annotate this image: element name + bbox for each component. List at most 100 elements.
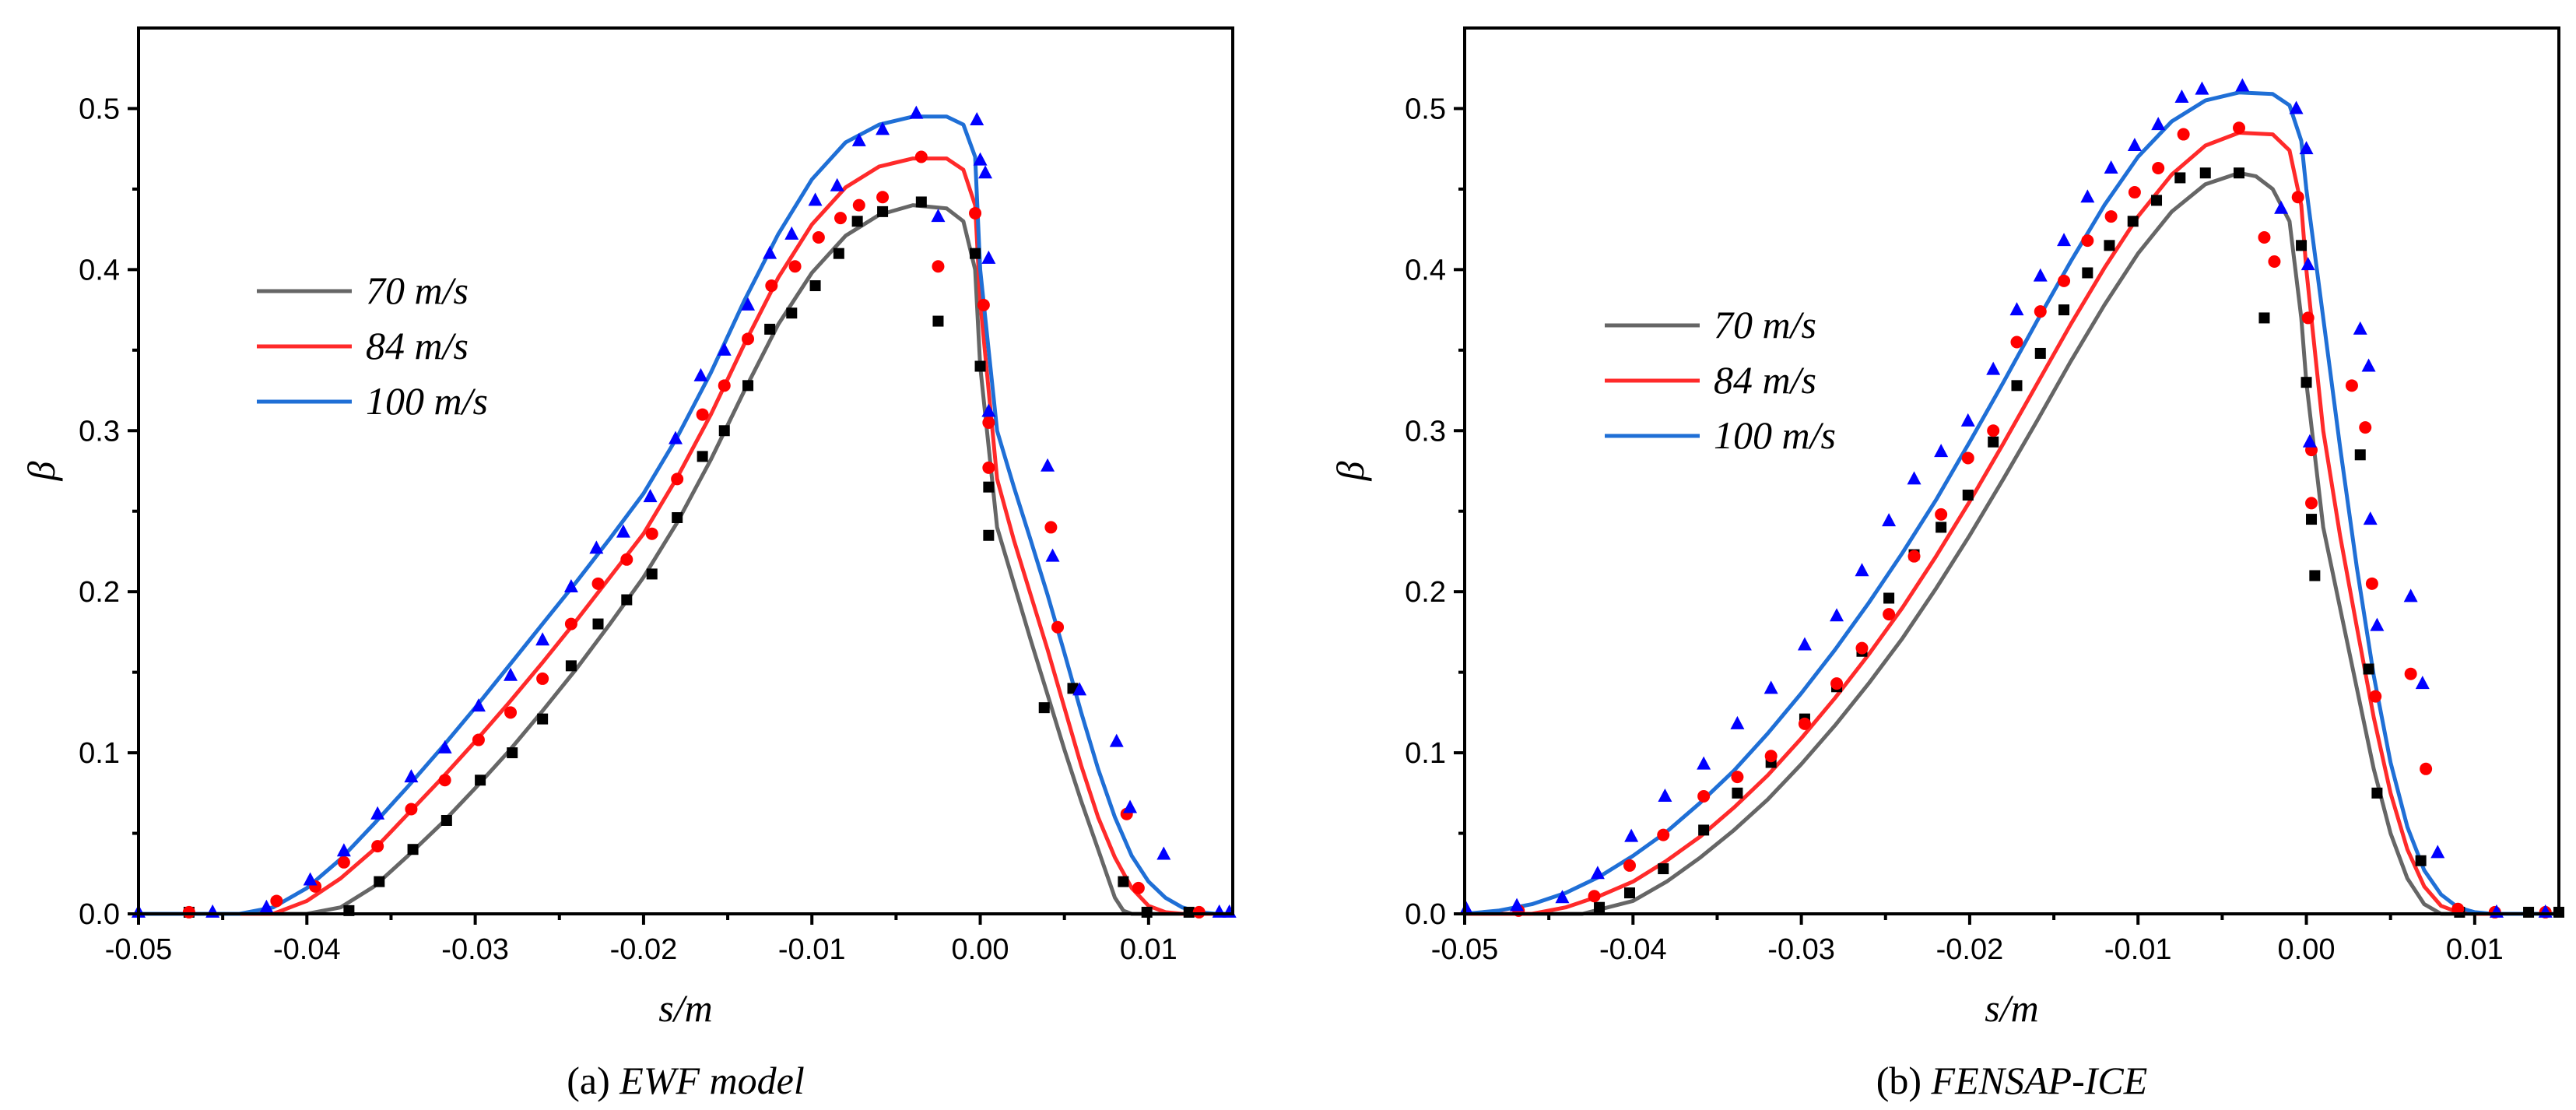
panel-a-legend-label-84: 84 m/s	[366, 324, 469, 367]
panel-b-point-84-m-s-data	[1657, 828, 1670, 841]
panel-a-x-tick-label: -0.02	[610, 933, 678, 966]
panel-b-point-84-m-s-data	[1798, 717, 1811, 730]
panel-b-point-100-m-s-data	[2274, 200, 2289, 214]
panel-b-point-84-m-s-data	[2345, 379, 2358, 392]
panel-a-point-84-m-s-data	[405, 803, 418, 816]
panel-a-plot-frame	[137, 26, 1234, 915]
panel-b-point-70-m-s-data	[2363, 663, 2374, 675]
panel-a-point-70-m-s-data	[970, 248, 981, 259]
panel-a-point-70-m-s-data	[983, 481, 995, 493]
panel-a-point-100-m-s-data	[909, 105, 924, 119]
panel-b-point-84-m-s-data	[1623, 859, 1636, 872]
panel-b-point-84-m-s-data	[1935, 508, 1948, 521]
panel-b-y-tick-label: 0.4	[1405, 254, 1446, 286]
panel-a-point-70-m-s-data	[915, 196, 927, 208]
panel-a-point-84-m-s-data	[982, 416, 995, 429]
panel-a-series-line-100-m-s	[139, 114, 1233, 916]
panel-b-point-84-m-s-data	[2291, 191, 2304, 204]
panel-a-point-100-m-s-data	[205, 904, 220, 918]
panel-a-caption: (a) EWF model	[567, 1059, 804, 1102]
panel-b-point-100-m-s-data	[2403, 588, 2418, 602]
panel-a-point-70-m-s-data	[1118, 876, 1129, 887]
panel-a-point-70-m-s-data	[1183, 906, 1195, 918]
panel-b-point-100-m-s-data	[1658, 788, 1672, 802]
panel-b-legend-label-70: 70 m/s	[1714, 303, 1816, 346]
panel-b-point-84-m-s-data	[1588, 890, 1601, 903]
panel-a-point-100-m-s-data	[589, 540, 604, 554]
panel-b-y-tick-label: 0.0	[1405, 898, 1446, 931]
panel-a-point-100-m-s-data	[741, 297, 756, 311]
panel-b-point-84-m-s-data	[2359, 421, 2372, 434]
panel-b-point-70-m-s-data	[2034, 347, 2046, 359]
panel-a-point-70-m-s-data	[833, 248, 844, 259]
panel-a-point-84-m-s-data	[742, 332, 755, 346]
panel-b-point-100-m-s-data	[1459, 901, 1474, 915]
panel-a-y-tick-label: 0.4	[79, 254, 120, 286]
panel-b-markers-70-m-s-data	[1594, 167, 2564, 918]
panel-a-x-tick-label: -0.01	[778, 933, 846, 966]
panel-b-point-84-m-s-data	[2258, 230, 2271, 244]
panel-a-point-70-m-s-data	[742, 380, 754, 392]
panel-b-point-84-m-s-data	[2010, 335, 2023, 349]
panel-a-ticks: -0.05 -0.04 -0.03 -0.02 -0.01 0.00 0.01 0.0 0.1 0…	[79, 93, 1177, 966]
panel-a-point-70-m-s-data	[475, 775, 486, 786]
panel-b-point-84-m-s-data	[2128, 186, 2141, 199]
panel-b-point-70-m-s-data	[2306, 514, 2318, 525]
panel-b-point-84-m-s-data	[2365, 577, 2378, 590]
panel-b-point-100-m-s-data	[2057, 233, 2072, 247]
panel-b-point-84-m-s-data	[1697, 789, 1711, 803]
panel-b-point-100-m-s-data	[2289, 100, 2304, 114]
panel-a-point-70-m-s-data	[646, 568, 658, 580]
panel-b-point-100-m-s-data	[1510, 897, 1525, 912]
panel-b-markers-100-m-s-data	[1459, 78, 2553, 918]
panel-b-point-84-m-s-data	[1764, 750, 1778, 763]
panel-a-point-100-m-s-data	[616, 524, 630, 538]
panel-a-point-100-m-s-data	[669, 430, 683, 444]
panel-b: -0.05 -0.04 -0.03 -0.02 -0.01 0.00 0.01 0.0 0.1 0…	[1328, 26, 2564, 1102]
panel-a-point-84-m-s-data	[472, 733, 485, 746]
panel-b-markers-84-m-s-data	[1512, 121, 2552, 919]
panel-a-point-84-m-s-data	[852, 198, 865, 212]
panel-b-x-tick-label: 0.01	[2446, 933, 2504, 966]
panel-a-x-tick-label: -0.05	[105, 933, 173, 966]
panel-b-point-70-m-s-data	[1883, 592, 1895, 604]
panel-a-point-100-m-s-data	[876, 121, 890, 135]
panel-b-x-tick-label: -0.03	[1767, 933, 1835, 966]
panel-a-legend-label-70: 70 m/s	[366, 269, 469, 312]
panel-b-x-tick-label: -0.02	[1936, 933, 2004, 966]
panel-b-point-100-m-s-data	[1697, 756, 1711, 770]
panel-a-point-70-m-s-data	[877, 205, 889, 217]
panel-b-point-70-m-s-data	[2301, 377, 2312, 388]
panel-b-point-70-m-s-data	[1698, 824, 1710, 836]
panel-a-point-70-m-s-data	[672, 512, 683, 524]
panel-b-point-84-m-s-data	[2420, 762, 2433, 775]
panel-b-point-70-m-s-data	[2174, 172, 2186, 184]
panel-b-point-70-m-s-data	[2082, 267, 2093, 279]
panel-b-point-84-m-s-data	[2177, 128, 2190, 141]
panel-b-point-70-m-s-data	[1658, 863, 1669, 875]
panel-a-point-84-m-s-data	[1192, 905, 1206, 919]
panel-b-point-100-m-s-data	[1882, 513, 1897, 527]
panel-b-point-100-m-s-data	[1555, 890, 1570, 904]
panel-a-point-100-m-s-data	[1109, 733, 1124, 747]
panel-a-legend-label-100: 100 m/s	[366, 379, 488, 423]
panel-a-point-84-m-s-data	[718, 379, 731, 392]
panel-b-point-70-m-s-data	[2234, 167, 2245, 179]
panel-a-point-70-m-s-data	[983, 529, 995, 541]
panel-a-plot-marks	[132, 105, 1237, 919]
panel-b-point-84-m-s-data	[1883, 608, 1896, 621]
panel-b-point-84-m-s-data	[2034, 305, 2047, 318]
panel-b-legend-label-100: 100 m/s	[1714, 413, 1836, 457]
panel-a-point-100-m-s-data	[504, 667, 518, 681]
panel-b-plot-marks	[1459, 78, 2564, 919]
panel-b-point-100-m-s-data	[2301, 257, 2315, 271]
panel-b-point-84-m-s-data	[1855, 641, 1869, 655]
panel-a-point-84-m-s-data	[564, 617, 577, 631]
panel-b-point-70-m-s-data	[1936, 522, 1947, 533]
panel-b-y-tick-label: 0.1	[1405, 737, 1446, 770]
panel-a-point-84-m-s-data	[977, 298, 990, 311]
panel-b-series-line-70-m-s	[1465, 170, 2559, 916]
panel-b-legend: 70 m/s 84 m/s 100 m/s	[1605, 303, 1836, 457]
panel-a-point-100-m-s-data	[1156, 846, 1171, 860]
panel-b-legend-label-84: 84 m/s	[1714, 358, 1816, 402]
